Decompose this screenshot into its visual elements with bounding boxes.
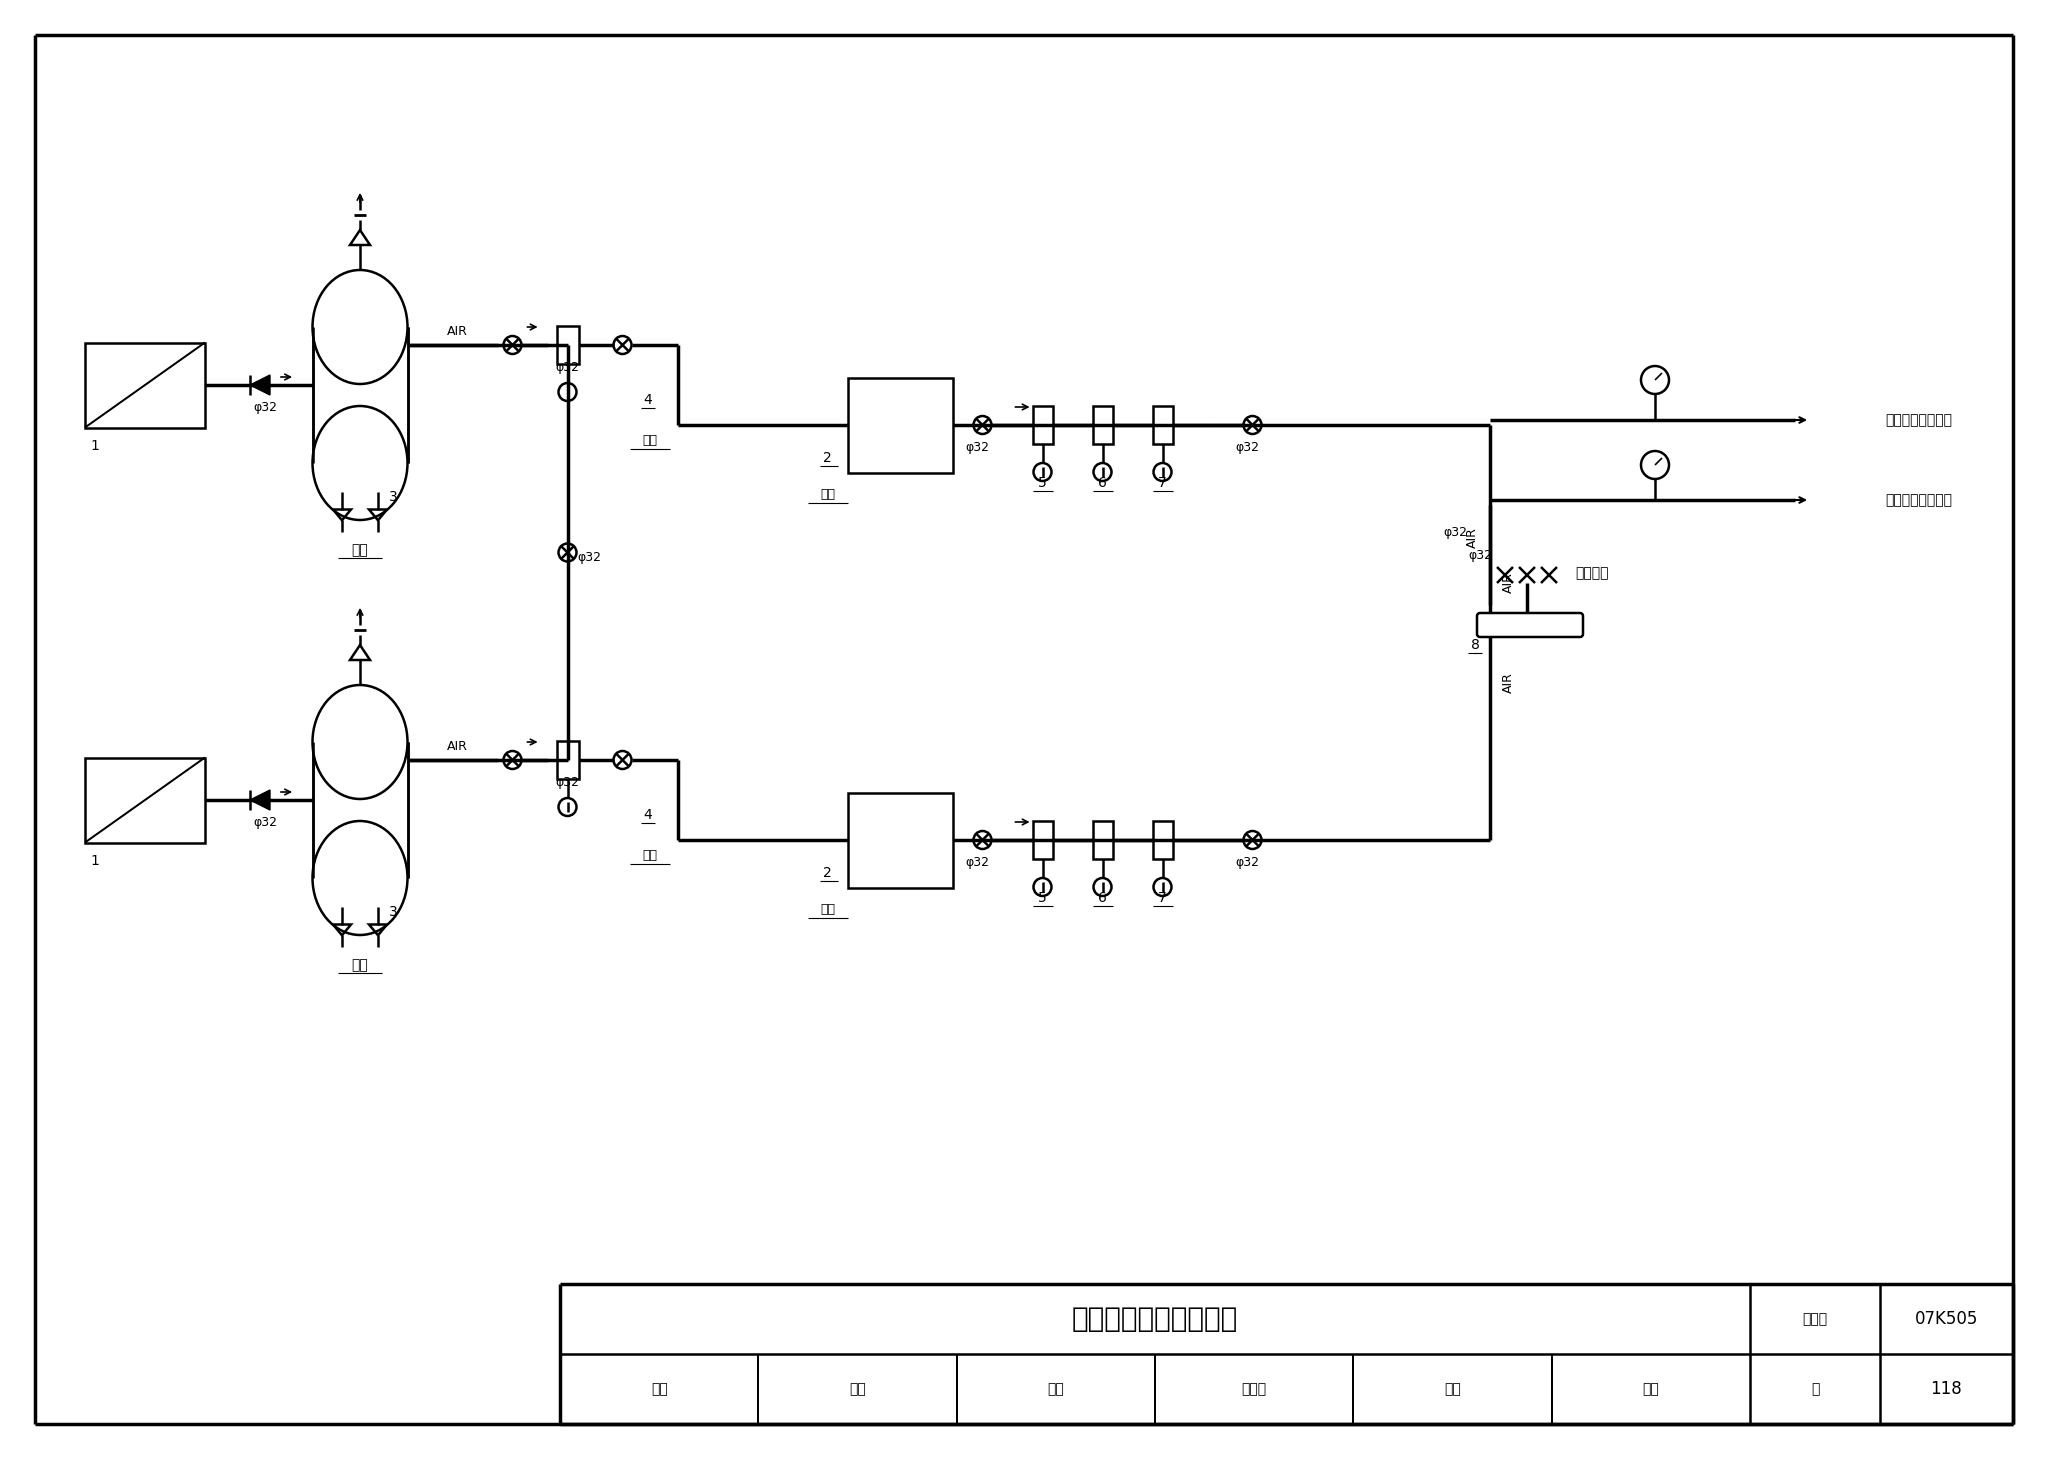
Text: 2: 2 xyxy=(823,865,831,880)
Text: 设计: 设计 xyxy=(1444,1382,1460,1396)
Text: 2: 2 xyxy=(823,451,831,464)
Bar xyxy=(1153,821,1174,859)
Text: φ32: φ32 xyxy=(965,441,989,454)
Bar xyxy=(557,741,578,779)
Text: 5: 5 xyxy=(1038,476,1047,490)
Text: 4: 4 xyxy=(643,808,651,821)
Text: 刘强: 刘强 xyxy=(850,1382,866,1396)
Bar xyxy=(1032,821,1053,859)
Text: 1: 1 xyxy=(90,439,100,452)
Text: 马玉清: 马玉清 xyxy=(1241,1382,1268,1396)
Text: 排水: 排水 xyxy=(641,433,657,446)
Text: 8: 8 xyxy=(1470,638,1479,652)
Bar xyxy=(1153,406,1174,444)
Text: 1: 1 xyxy=(90,854,100,868)
Text: 7: 7 xyxy=(1157,891,1167,905)
Text: 3: 3 xyxy=(389,490,397,503)
Text: 118: 118 xyxy=(1931,1380,1962,1398)
Text: AIR: AIR xyxy=(1501,572,1516,592)
Text: AIR: AIR xyxy=(446,740,467,753)
Text: 压缩空气站工艺流程图: 压缩空气站工艺流程图 xyxy=(1071,1304,1239,1334)
Text: 排水: 排水 xyxy=(819,903,836,916)
Text: 6: 6 xyxy=(1098,476,1106,490)
Text: φ32: φ32 xyxy=(555,360,580,374)
Text: 专用压缩空气管道: 专用压缩空气管道 xyxy=(1884,493,1952,506)
Ellipse shape xyxy=(313,406,408,519)
Ellipse shape xyxy=(313,270,408,384)
Text: 图集号: 图集号 xyxy=(1802,1312,1827,1326)
Text: φ32: φ32 xyxy=(1235,855,1260,868)
Text: 预留管道: 预留管道 xyxy=(1575,566,1608,581)
Text: 7: 7 xyxy=(1157,476,1167,490)
Text: 排水: 排水 xyxy=(641,849,657,861)
Bar xyxy=(86,757,205,842)
Text: 排水: 排水 xyxy=(352,543,369,557)
Text: φ32: φ32 xyxy=(254,816,276,829)
Bar xyxy=(1092,821,1112,859)
Text: 5: 5 xyxy=(1038,891,1047,905)
Text: 普通压缩空气管道: 普通压缩空气管道 xyxy=(1884,413,1952,427)
Bar xyxy=(557,325,578,363)
Text: φ32: φ32 xyxy=(1468,549,1493,562)
Polygon shape xyxy=(250,375,270,395)
Text: 排水: 排水 xyxy=(352,959,369,972)
Polygon shape xyxy=(250,789,270,810)
Bar xyxy=(848,378,952,473)
Text: 校对: 校对 xyxy=(1047,1382,1065,1396)
Bar xyxy=(313,327,408,463)
Text: 排水: 排水 xyxy=(819,487,836,500)
Bar xyxy=(86,343,205,427)
Text: 3: 3 xyxy=(389,905,397,919)
Text: 李佳: 李佳 xyxy=(1642,1382,1659,1396)
Bar xyxy=(1032,406,1053,444)
FancyBboxPatch shape xyxy=(1477,613,1583,638)
Text: φ32: φ32 xyxy=(965,855,989,868)
Text: AIR: AIR xyxy=(446,324,467,337)
Ellipse shape xyxy=(313,684,408,800)
Text: φ32: φ32 xyxy=(1444,527,1466,538)
Ellipse shape xyxy=(313,821,408,935)
Text: 审核: 审核 xyxy=(651,1382,668,1396)
Text: φ32: φ32 xyxy=(578,552,602,565)
Bar xyxy=(1092,406,1112,444)
Text: 07K505: 07K505 xyxy=(1915,1310,1978,1328)
Text: 页: 页 xyxy=(1810,1382,1819,1396)
Bar xyxy=(313,743,408,878)
Text: 6: 6 xyxy=(1098,891,1106,905)
Text: AIR: AIR xyxy=(1466,527,1479,549)
Text: AIR: AIR xyxy=(1501,673,1516,693)
Text: φ32: φ32 xyxy=(555,776,580,788)
Text: φ32: φ32 xyxy=(1235,441,1260,454)
Bar xyxy=(848,792,952,887)
Text: φ32: φ32 xyxy=(254,401,276,413)
Text: 4: 4 xyxy=(643,392,651,407)
